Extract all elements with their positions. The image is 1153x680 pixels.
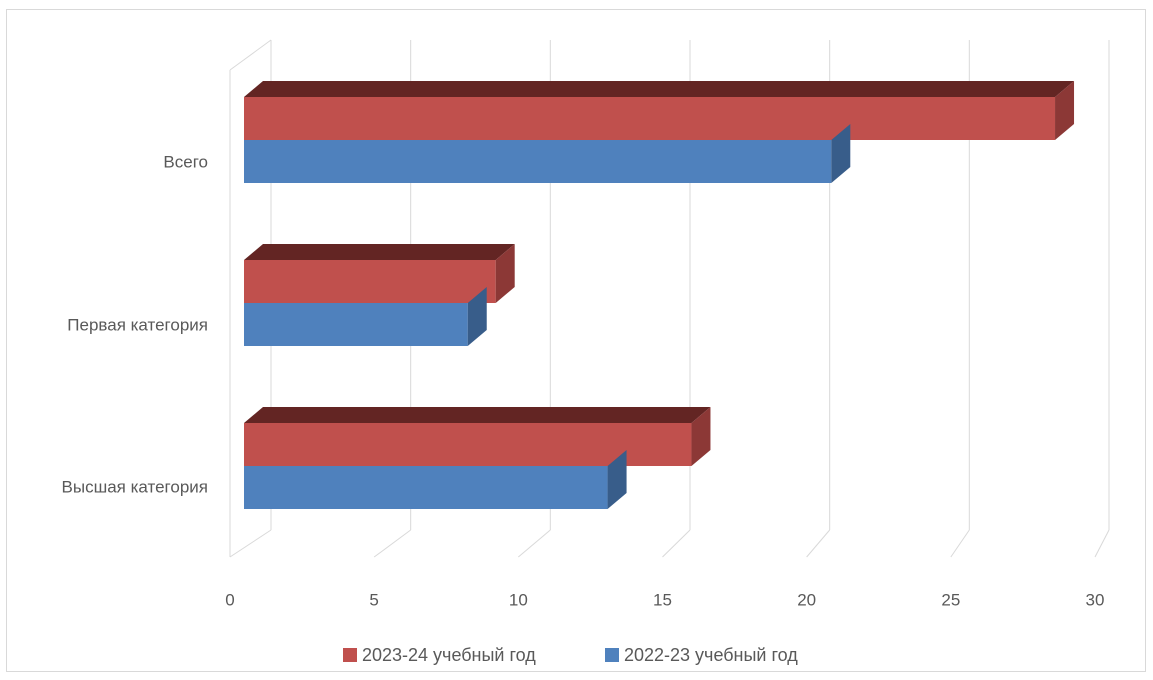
x-tick-label: 10 [509,590,528,609]
category-label: Первая категория [67,315,208,334]
bar-series-2022-23 [244,287,487,346]
bar-series-2022-23 [244,124,851,183]
bar-series-2022-23 [244,450,627,509]
legend-swatch [343,648,357,662]
x-tick-label: 20 [797,590,816,609]
category-label: Высшая категория [62,477,208,496]
legend-label: 2023-24 учебный год [362,645,536,665]
x-tick-label: 5 [369,590,378,609]
x-axis-ticks: 0 5 10 15 20 25 30 [225,590,1104,609]
bar-series-2023-24 [244,244,515,303]
gridline [1094,40,1110,558]
legend: 2023-24 учебный год 2022-23 учебный год [343,645,798,665]
x-tick-label: 25 [941,590,960,609]
x-tick-label: 30 [1086,590,1105,609]
legend-item: 2022-23 учебный год [605,645,798,665]
x-tick-label: 15 [653,590,672,609]
legend-label: 2022-23 учебный год [624,645,798,665]
category-label: Всего [163,152,208,171]
legend-item: 2023-24 учебный год [343,645,536,665]
legend-swatch [605,648,619,662]
x-tick-label: 0 [225,590,234,609]
bars [244,81,1075,509]
bar-series-2023-24 [244,407,711,466]
category-labels: Высшая категория Первая категория Всего [62,152,208,496]
bar-series-2023-24 [244,81,1075,140]
